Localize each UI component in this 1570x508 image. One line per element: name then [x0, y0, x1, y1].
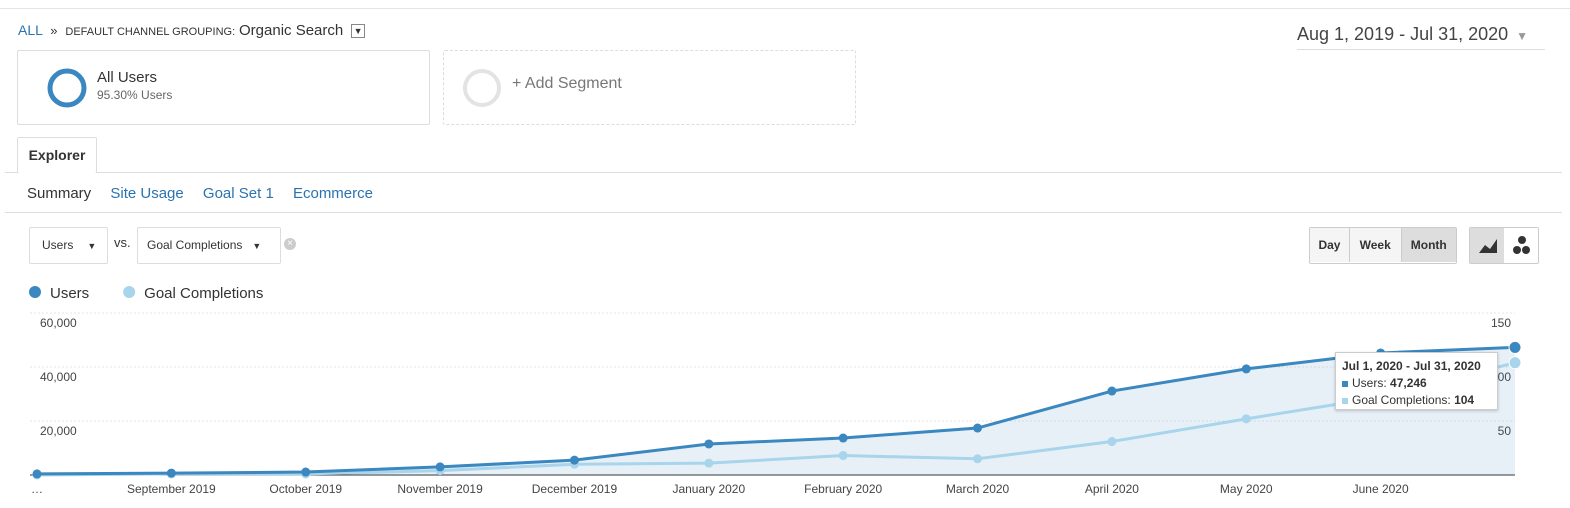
- legend-label: Users: [50, 285, 89, 302]
- x-tick-label: November 2019: [397, 482, 483, 496]
- add-segment-text: + Add Segment: [512, 75, 622, 92]
- data-point: [1107, 437, 1117, 447]
- date-range-text: Aug 1, 2019 - Jul 31, 2020: [1297, 24, 1509, 44]
- metric-text: Users: [42, 238, 74, 252]
- remove-metric[interactable]: ×: [284, 238, 296, 250]
- data-point: [166, 468, 176, 478]
- tooltip-item: Goal Completions: 104: [1342, 393, 1491, 407]
- x-tick-label: April 2020: [1085, 482, 1139, 496]
- add-segment-icon: [463, 69, 501, 107]
- x-tick-label: September 2019: [127, 482, 216, 496]
- subtab[interactable]: Goal Set 1: [202, 185, 274, 202]
- line-chart-button[interactable]: [1470, 228, 1504, 263]
- subtab[interactable]: Ecommerce: [292, 185, 373, 202]
- grouping-label: DEFAULT CHANNEL GROUPING:: [65, 26, 236, 38]
- subtab[interactable]: Summary: [27, 185, 92, 202]
- data-point: [569, 455, 579, 465]
- breadcrumb: ALL » DEFAULT CHANNEL GROUPING: Organic …: [18, 22, 366, 39]
- tooltip-value: 104: [1454, 393, 1475, 407]
- data-point: [973, 423, 983, 433]
- top-border: [0, 8, 1570, 9]
- metric-dropdown[interactable]: Users ▼: [29, 227, 108, 264]
- legend-marker: [123, 286, 136, 298]
- x-tick-label: January 2020: [672, 482, 745, 496]
- granularity: Day Week Month: [1309, 227, 1457, 264]
- data-point: [32, 469, 42, 479]
- subtab-rule: [5, 212, 1562, 213]
- data-point: [838, 451, 848, 461]
- data-point: [1107, 386, 1117, 396]
- series-line: [36, 361, 1516, 477]
- data-point: [1241, 414, 1251, 424]
- data-point: [301, 467, 311, 477]
- x-tick-label: February 2020: [804, 482, 882, 496]
- data-point: [973, 454, 983, 464]
- tooltip-label: Goal Completions:: [1352, 393, 1451, 407]
- grouping-value: Organic Search: [239, 22, 344, 39]
- segment-card[interactable]: All Users 95.30% Users: [17, 50, 430, 125]
- tooltip-label: Users:: [1352, 376, 1387, 390]
- x-tick-label: May 2020: [1220, 482, 1273, 496]
- area: [37, 347, 1515, 475]
- legend-label: Goal Completions: [144, 285, 263, 302]
- metric-text: Goal Completions: [147, 238, 243, 252]
- y2-tick-label: 50: [1498, 424, 1512, 438]
- data-point: [1508, 340, 1522, 354]
- subtab[interactable]: Site Usage: [110, 185, 184, 202]
- x-tick-label: June 2020: [1353, 482, 1409, 496]
- metric-dropdown[interactable]: Goal Completions ▼: [137, 227, 281, 264]
- y-tick-label: 20,000: [40, 424, 77, 438]
- y2-tick-label: 150: [1491, 316, 1511, 330]
- segment-subtitle: 95.30% Users: [97, 88, 173, 102]
- x-tick-label: March 2020: [946, 482, 1010, 496]
- data-point: [704, 458, 714, 468]
- vs-label: vs.: [114, 235, 131, 250]
- data-point: [1508, 356, 1522, 370]
- data-point: [838, 433, 848, 443]
- x-tick-label: December 2019: [532, 482, 618, 496]
- chart-type: [1469, 227, 1539, 264]
- data-point: [435, 462, 445, 472]
- subtabs: Summary Site Usage Goal Set 1 Ecommerce: [27, 185, 373, 202]
- tab-rule: [5, 172, 1562, 173]
- tooltip-item: Users: 47,246: [1342, 376, 1491, 390]
- series-line: [36, 345, 1516, 476]
- segment-title: All Users: [97, 69, 158, 86]
- date-range[interactable]: Aug 1, 2019 - Jul 31, 2020 ▼: [1297, 24, 1545, 50]
- tooltip: Jul 1, 2020 - Jul 31, 2020 Users: 47,246…: [1335, 352, 1498, 410]
- tooltip-value: 47,246: [1390, 376, 1427, 390]
- breadcrumb-root[interactable]: ALL: [18, 22, 43, 38]
- segment-icon: [47, 68, 87, 108]
- motion-chart-button[interactable]: [1504, 228, 1538, 263]
- separator: »: [50, 23, 58, 38]
- y-tick-label: 60,000: [40, 316, 77, 330]
- granularity-button[interactable]: Day: [1310, 228, 1350, 262]
- tab[interactable]: Explorer: [17, 137, 97, 173]
- x-tick-label: October 2019: [269, 482, 342, 496]
- legend-marker: [29, 286, 41, 298]
- tooltip-title: Jul 1, 2020 - Jul 31, 2020: [1342, 359, 1481, 373]
- granularity-button[interactable]: Week: [1349, 228, 1402, 262]
- grouping-dropdown[interactable]: ▼: [351, 24, 366, 39]
- data-point: [704, 439, 714, 449]
- data-point: [1241, 364, 1251, 374]
- y-tick-label: 40,000: [40, 370, 77, 384]
- add-segment[interactable]: + Add Segment: [443, 50, 856, 125]
- granularity-button[interactable]: Month: [1401, 228, 1456, 262]
- x-tick-label: …: [31, 482, 43, 496]
